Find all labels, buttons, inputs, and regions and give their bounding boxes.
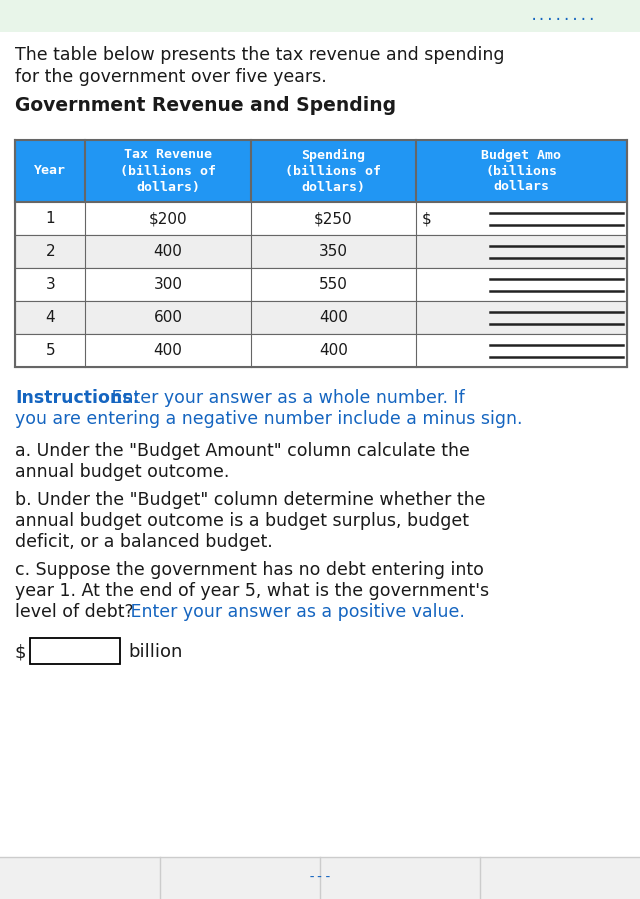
Text: 300: 300 — [154, 277, 182, 292]
Text: deficit, or a balanced budget.: deficit, or a balanced budget. — [15, 533, 273, 551]
Text: 400: 400 — [154, 343, 182, 358]
Text: $: $ — [15, 643, 26, 661]
Text: $: $ — [422, 211, 431, 226]
Text: c. Suppose the government has no debt entering into: c. Suppose the government has no debt en… — [15, 561, 484, 579]
Text: $250: $250 — [314, 211, 353, 226]
Text: Instructions:: Instructions: — [15, 389, 140, 407]
Text: Budget Amo
(billions
dollars: Budget Amo (billions dollars — [481, 148, 561, 193]
Text: 400: 400 — [319, 343, 348, 358]
Text: 3: 3 — [45, 277, 55, 292]
Text: year 1. At the end of year 5, what is the government's: year 1. At the end of year 5, what is th… — [15, 582, 489, 600]
FancyBboxPatch shape — [15, 268, 627, 301]
Text: ........: ........ — [530, 9, 597, 23]
Text: $200: $200 — [148, 211, 188, 226]
Text: for the government over five years.: for the government over five years. — [15, 68, 327, 86]
Text: Year: Year — [34, 165, 66, 177]
Text: level of debt?: level of debt? — [15, 603, 134, 621]
Text: annual budget outcome is a budget surplus, budget: annual budget outcome is a budget surplu… — [15, 512, 469, 530]
Text: 550: 550 — [319, 277, 348, 292]
FancyBboxPatch shape — [0, 0, 640, 32]
Text: a. Under the "Budget Amount" column calculate the: a. Under the "Budget Amount" column calc… — [15, 442, 470, 460]
Text: 600: 600 — [154, 310, 182, 325]
Text: 4: 4 — [45, 310, 55, 325]
Text: b. Under the "Budget" column determine whether the: b. Under the "Budget" column determine w… — [15, 491, 486, 509]
Text: Government Revenue and Spending: Government Revenue and Spending — [15, 96, 396, 115]
FancyBboxPatch shape — [15, 334, 627, 367]
Text: The table below presents the tax revenue and spending: The table below presents the tax revenue… — [15, 46, 504, 64]
Text: 400: 400 — [154, 244, 182, 259]
FancyBboxPatch shape — [15, 235, 627, 268]
Text: ---: --- — [307, 871, 333, 885]
Text: 400: 400 — [319, 310, 348, 325]
Text: 5: 5 — [45, 343, 55, 358]
Text: 2: 2 — [45, 244, 55, 259]
FancyBboxPatch shape — [15, 140, 627, 202]
FancyBboxPatch shape — [15, 202, 627, 235]
Text: annual budget outcome.: annual budget outcome. — [15, 463, 229, 481]
Text: Tax Revenue
(billions of
dollars): Tax Revenue (billions of dollars) — [120, 148, 216, 193]
Text: 350: 350 — [319, 244, 348, 259]
Text: you are entering a negative number include a minus sign.: you are entering a negative number inclu… — [15, 410, 522, 428]
FancyBboxPatch shape — [15, 301, 627, 334]
Text: Enter your answer as a positive value.: Enter your answer as a positive value. — [125, 603, 465, 621]
FancyBboxPatch shape — [0, 857, 640, 899]
Text: billion: billion — [128, 643, 182, 661]
Text: 1: 1 — [45, 211, 55, 226]
Text: Spending
(billions of
dollars): Spending (billions of dollars) — [285, 148, 381, 193]
FancyBboxPatch shape — [30, 638, 120, 664]
Text: Enter your answer as a whole number. If: Enter your answer as a whole number. If — [106, 389, 465, 407]
